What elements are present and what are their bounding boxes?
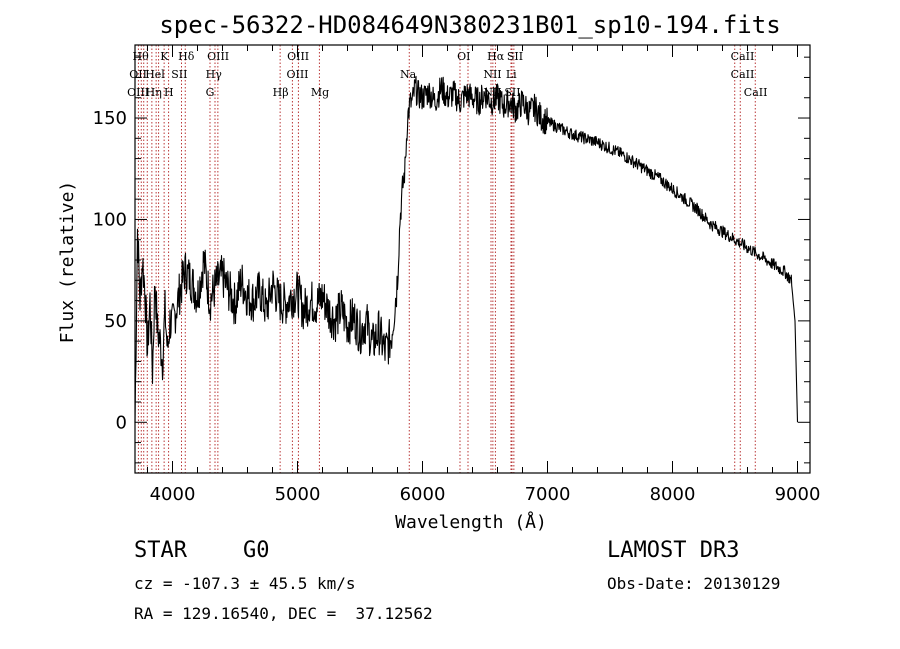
- line-marker-label: K: [160, 50, 169, 63]
- line-marker-label: Hθ: [133, 50, 150, 63]
- line-marker-label: H: [164, 86, 174, 99]
- line-marker-label: SII: [171, 68, 187, 81]
- line-marker-label: OIII: [287, 50, 309, 63]
- x-tick-label: 5000: [275, 484, 321, 505]
- y-tick-label: 0: [116, 412, 127, 433]
- tick-labels: 4000 5000 6000 7000 8000 9000 0 50 100 150: [93, 108, 821, 505]
- line-marker-label: Hβ: [273, 86, 289, 99]
- y-tick-label: 150: [93, 108, 127, 129]
- line-marker-label: Hα: [487, 50, 505, 63]
- x-tick-label: 8000: [650, 484, 696, 505]
- line-marker-label: Hγ: [206, 68, 223, 81]
- line-marker-label: SII: [504, 86, 520, 99]
- x-tick-label: 7000: [525, 484, 571, 505]
- obs-date: Obs-Date: 20130129: [607, 574, 781, 593]
- line-marker-label: SII: [507, 50, 523, 63]
- object-subclass: G0: [243, 538, 270, 563]
- y-tick-label: 50: [104, 311, 127, 332]
- line-marker-label: OI: [457, 50, 470, 63]
- plot-frame: [134, 44, 811, 474]
- line-marker-label: G: [206, 86, 215, 99]
- y-tick-label: 100: [93, 209, 127, 230]
- axes: [134, 44, 811, 474]
- line-marker-label: Na: [400, 68, 417, 81]
- line-marker-label: CaII: [731, 68, 755, 81]
- line-marker-label: NII: [483, 86, 501, 99]
- line-marker-label: NII: [483, 68, 501, 81]
- line-marker-label: Hη: [146, 86, 162, 99]
- line-marker-label: Hδ: [178, 50, 195, 63]
- line-marker-label: OIII: [286, 68, 308, 81]
- coordinates: RA = 129.16540, DEC = 37.12562: [134, 604, 433, 623]
- x-tick-label: 6000: [400, 484, 446, 505]
- line-marker-label: Li: [506, 68, 517, 81]
- y-axis-label: Flux (relative): [57, 181, 78, 344]
- object-class: STAR: [134, 538, 187, 563]
- x-tick-label: 4000: [150, 484, 196, 505]
- survey-name: LAMOST DR3: [607, 538, 740, 563]
- line-marker-label: Mg: [311, 86, 329, 99]
- line-marker-label: OII: [129, 68, 147, 81]
- line-markers: [137, 45, 756, 473]
- spectrum-series: [134, 75, 799, 423]
- line-marker-label: Hel: [145, 68, 165, 81]
- chart-title: spec-56322-HD084649N380231B01_sp10-194.f…: [159, 11, 780, 39]
- x-tick-label: 9000: [775, 484, 821, 505]
- redshift-readout: cz = -107.3 ± 45.5 km/s: [134, 574, 356, 593]
- line-marker-label: OIII: [207, 50, 229, 63]
- x-axis-label: Wavelength (Å): [395, 511, 547, 533]
- line-marker-label: CaII: [744, 86, 768, 99]
- line-marker-label: OIII: [127, 86, 149, 99]
- spectrum-line: [134, 75, 799, 423]
- line-marker-label: CaII: [731, 50, 755, 63]
